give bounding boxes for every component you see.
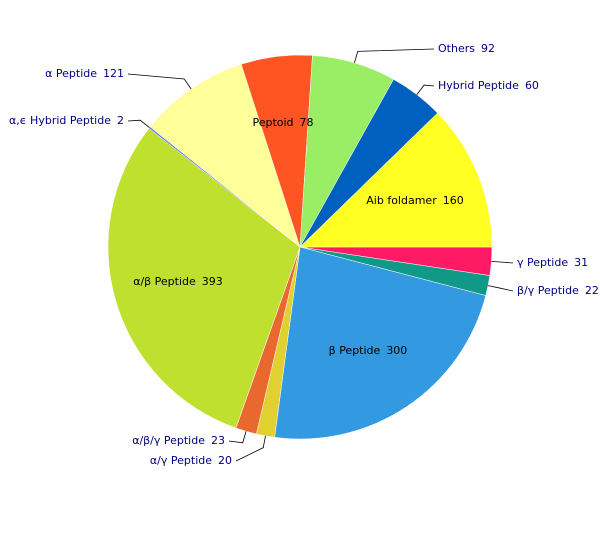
pie-slice [149,63,301,248]
slice-label: Hybrid Peptide 60 [438,79,539,92]
slice-name: Others [438,42,475,55]
leader-line [353,48,435,63]
slice-value: 60 [525,79,539,92]
slice-label: γ Peptide 31 [517,256,588,269]
slice-value: 2 [117,114,124,127]
slice-value: 22 [585,284,599,297]
leader-line [487,285,514,292]
slice-value: 20 [218,454,232,467]
slice-name: Hybrid Peptide [438,79,519,92]
slice-value: 78 [300,116,314,129]
slice-label: β/γ Peptide 22 [517,284,599,297]
slice-value: 300 [386,344,407,357]
slice-label: α/β/γ Peptide 23 [132,434,225,447]
slice-value: 393 [202,275,223,288]
leader-line [235,435,266,462]
slice-value: 92 [481,42,495,55]
slice-label: α/β Peptide 393 [133,275,223,288]
slice-value: 23 [211,434,225,447]
pie-slice [299,112,493,248]
slice-name: β/γ Peptide [517,284,579,297]
leader-line [127,73,192,90]
slice-label: β Peptide 300 [329,344,408,357]
slice-name: α/β/γ Peptide [132,434,205,447]
slice-name: α,ϵ Hybrid Peptide [9,114,111,127]
slice-name: β Peptide [329,344,381,357]
leader-line [416,84,435,95]
leader-line [228,431,247,444]
slice-name: α/γ Peptide [150,454,212,467]
pie-slice [274,246,487,440]
slice-name: α/β Peptide [133,275,196,288]
slice-label: α,ϵ Hybrid Peptide 2 [9,114,124,127]
slice-value: 31 [574,256,588,269]
slice-label: α Peptide 121 [45,67,124,80]
slice-name: Peptoid [252,116,293,129]
slice-name: Aib foldamer [366,194,437,207]
leader-line [491,260,514,264]
slice-label: α/γ Peptide 20 [150,454,232,467]
slice-value: 160 [443,194,464,207]
slice-name: γ Peptide [517,256,568,269]
leader-line [127,119,150,128]
slice-label: Peptoid 78 [252,116,313,129]
pie-slice [107,128,301,429]
slice-label: Others 92 [438,42,495,55]
slice-value: 121 [103,67,124,80]
slice-name: α Peptide [45,67,97,80]
slice-label: Aib foldamer 160 [366,194,463,207]
